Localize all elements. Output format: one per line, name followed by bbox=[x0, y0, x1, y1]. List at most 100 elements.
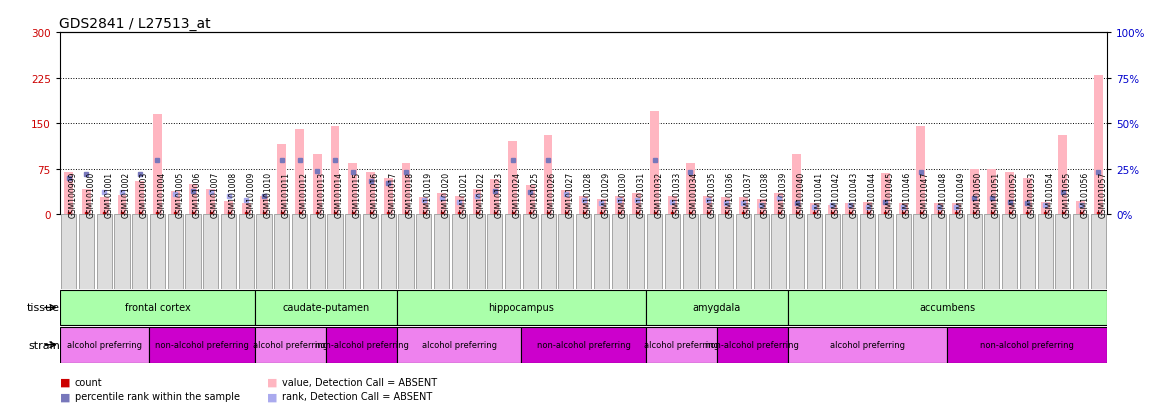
Bar bbox=[132, 215, 147, 289]
Text: value, Detection Call = ABSENT: value, Detection Call = ABSENT bbox=[282, 377, 437, 387]
Text: rank, Detection Call = ABSENT: rank, Detection Call = ABSENT bbox=[282, 392, 433, 401]
Bar bbox=[683, 215, 698, 289]
Bar bbox=[810, 204, 818, 215]
Bar bbox=[984, 215, 999, 289]
Text: non-alcohol preferring: non-alcohol preferring bbox=[706, 340, 799, 349]
Bar bbox=[238, 215, 254, 289]
Bar bbox=[615, 197, 624, 215]
Text: amygdala: amygdala bbox=[693, 303, 741, 313]
Text: GSM101040: GSM101040 bbox=[796, 171, 806, 217]
Text: GSM101022: GSM101022 bbox=[477, 171, 486, 217]
Text: GSM101001: GSM101001 bbox=[105, 171, 113, 217]
Bar bbox=[97, 215, 112, 289]
Bar bbox=[630, 215, 645, 289]
Bar bbox=[473, 189, 481, 215]
Bar bbox=[1003, 215, 1017, 289]
Text: alcohol preferring: alcohol preferring bbox=[421, 340, 497, 349]
Bar bbox=[947, 327, 1107, 363]
Bar bbox=[397, 290, 646, 325]
Text: GSM101032: GSM101032 bbox=[655, 171, 664, 217]
Text: GSM101013: GSM101013 bbox=[318, 171, 326, 217]
Bar bbox=[1041, 203, 1050, 215]
Bar bbox=[398, 215, 413, 289]
Text: GSM101045: GSM101045 bbox=[885, 171, 894, 217]
Bar bbox=[114, 215, 130, 289]
Bar bbox=[313, 154, 321, 215]
Bar bbox=[718, 215, 733, 289]
Bar bbox=[913, 215, 929, 289]
Bar bbox=[1093, 76, 1103, 215]
Bar bbox=[274, 215, 289, 289]
Bar bbox=[597, 199, 605, 215]
Bar bbox=[845, 204, 854, 215]
Bar bbox=[1059, 136, 1067, 215]
Text: GSM101000: GSM101000 bbox=[86, 171, 96, 217]
Bar bbox=[646, 290, 787, 325]
Bar bbox=[686, 163, 694, 215]
Text: GSM101055: GSM101055 bbox=[1062, 171, 1072, 217]
Text: GSM101003: GSM101003 bbox=[139, 171, 148, 217]
Text: GSM101004: GSM101004 bbox=[158, 171, 167, 217]
Bar bbox=[1091, 215, 1106, 289]
Bar bbox=[256, 327, 326, 363]
Bar bbox=[611, 215, 626, 289]
Text: GSM101057: GSM101057 bbox=[1098, 171, 1107, 217]
Bar bbox=[328, 215, 343, 289]
Bar bbox=[326, 327, 397, 363]
Bar bbox=[206, 189, 215, 215]
Bar bbox=[735, 215, 750, 289]
Text: GSM101025: GSM101025 bbox=[531, 171, 540, 217]
Bar bbox=[1005, 172, 1014, 215]
Text: GSM101046: GSM101046 bbox=[904, 171, 912, 217]
Bar bbox=[490, 180, 500, 215]
Bar bbox=[700, 215, 716, 289]
Bar bbox=[790, 215, 805, 289]
Bar bbox=[863, 203, 872, 215]
Text: GSM100999: GSM100999 bbox=[69, 171, 78, 217]
Text: non-alcohol preferring: non-alcohol preferring bbox=[314, 340, 409, 349]
Text: GSM101015: GSM101015 bbox=[352, 171, 361, 217]
Text: GSM101031: GSM101031 bbox=[637, 171, 646, 217]
Bar bbox=[292, 215, 307, 289]
Bar bbox=[665, 215, 680, 289]
Bar bbox=[576, 215, 592, 289]
Text: GSM101030: GSM101030 bbox=[619, 171, 628, 217]
Bar bbox=[650, 112, 660, 215]
Bar bbox=[487, 215, 502, 289]
Bar bbox=[1073, 215, 1088, 289]
Bar bbox=[526, 186, 535, 215]
Bar bbox=[646, 327, 717, 363]
Bar bbox=[558, 215, 573, 289]
Bar bbox=[878, 215, 893, 289]
Bar bbox=[256, 290, 397, 325]
Bar bbox=[150, 215, 165, 289]
Text: non-alcohol preferring: non-alcohol preferring bbox=[981, 340, 1074, 349]
Text: GSM101034: GSM101034 bbox=[691, 171, 699, 217]
Bar bbox=[434, 215, 449, 289]
Bar bbox=[792, 154, 801, 215]
Bar bbox=[381, 215, 396, 289]
Bar bbox=[366, 172, 375, 215]
Text: ■: ■ bbox=[267, 392, 277, 401]
Text: strain: strain bbox=[28, 340, 60, 350]
Bar bbox=[948, 215, 963, 289]
Bar bbox=[668, 197, 677, 215]
Text: GSM101035: GSM101035 bbox=[708, 171, 717, 217]
Text: tissue: tissue bbox=[26, 303, 60, 313]
Text: GSM101038: GSM101038 bbox=[761, 171, 770, 217]
Text: hippocampus: hippocampus bbox=[488, 303, 555, 313]
Bar bbox=[717, 327, 787, 363]
Bar bbox=[824, 215, 839, 289]
Text: GSM101042: GSM101042 bbox=[832, 171, 841, 217]
Bar bbox=[363, 215, 378, 289]
Text: GSM101011: GSM101011 bbox=[282, 171, 291, 217]
Bar bbox=[739, 198, 748, 215]
Bar bbox=[204, 215, 219, 289]
Bar bbox=[895, 215, 910, 289]
Text: GSM101049: GSM101049 bbox=[956, 171, 966, 217]
Text: alcohol preferring: alcohol preferring bbox=[643, 340, 718, 349]
Text: GSM101053: GSM101053 bbox=[1028, 171, 1036, 217]
Bar bbox=[1020, 215, 1035, 289]
Bar bbox=[722, 198, 730, 215]
Bar bbox=[543, 136, 552, 215]
